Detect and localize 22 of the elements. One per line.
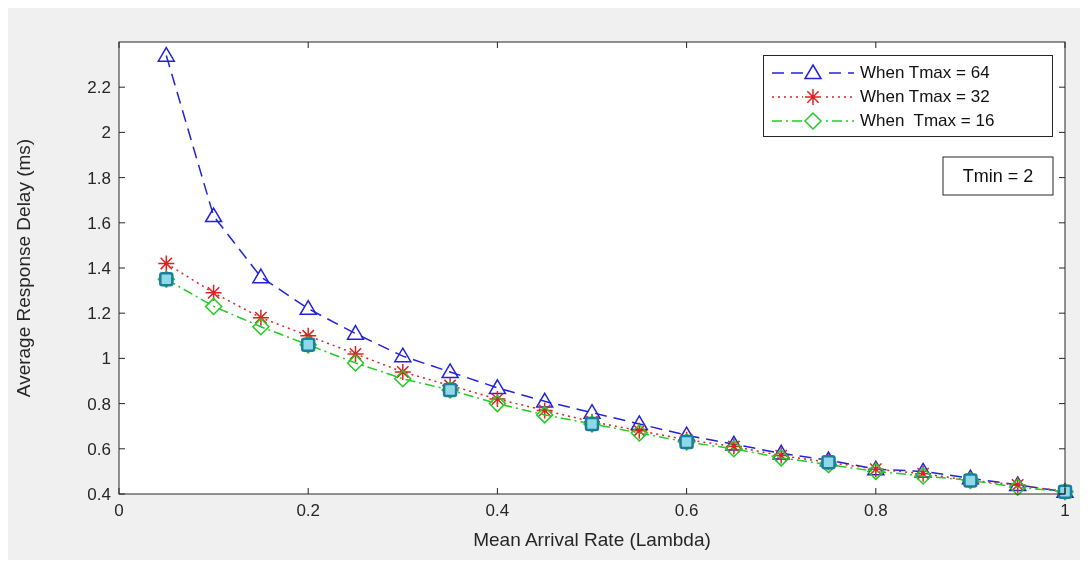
legend-label: When Tmax = 16 <box>860 111 995 131</box>
y-tick-label: 0.8 <box>87 394 111 414</box>
y-tick-label: 0.4 <box>87 485 111 504</box>
annotation: Tmin = 2 <box>962 166 1034 186</box>
y-tick-label: 1.4 <box>87 259 111 278</box>
y-tick-label: 1.8 <box>87 168 111 188</box>
y-tick-label: 2 <box>101 123 111 143</box>
y-tick-label: 1.2 <box>87 304 111 324</box>
x-tick-label: 1 <box>1060 501 1070 520</box>
y-tick-label: 2.2 <box>87 78 111 98</box>
x-tick-label: 0 <box>114 501 124 520</box>
y-tick-label: 1.6 <box>87 213 111 233</box>
x-tick-label: 0.2 <box>296 501 321 520</box>
x-tick-label: 0.6 <box>674 501 699 520</box>
legend-label: When Tmax = 64 <box>860 63 990 83</box>
y-axis-title: Average Response Delay (ms) <box>13 138 34 398</box>
x-tick-label: 0.8 <box>863 501 888 520</box>
legend-label: When Tmax = 32 <box>860 87 990 107</box>
y-tick-label: 0.6 <box>87 439 111 459</box>
x-tick-label: 0.4 <box>485 501 510 520</box>
x-axis-title: Mean Arrival Rate (Lambda) <box>473 529 711 550</box>
y-tick-label: 1 <box>101 349 111 369</box>
